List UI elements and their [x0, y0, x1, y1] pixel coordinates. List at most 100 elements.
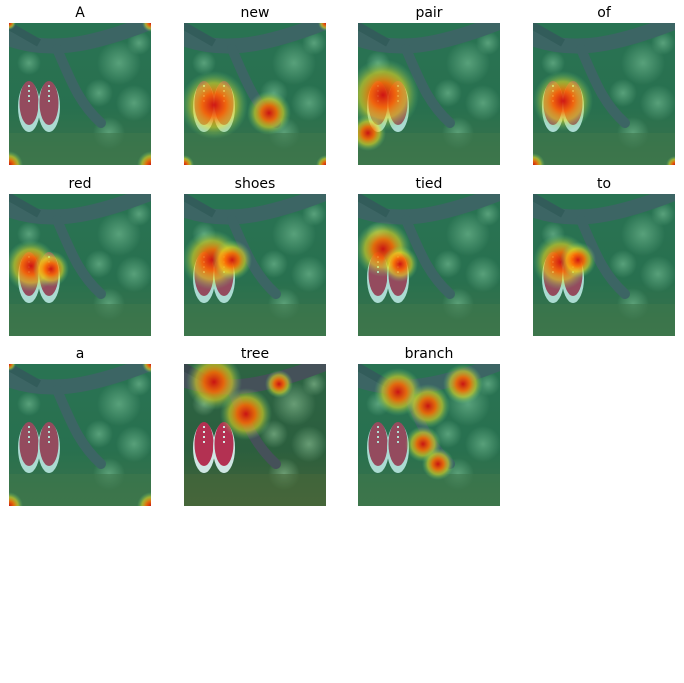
attention-heat — [9, 492, 23, 506]
branch — [52, 44, 106, 128]
attention-heat — [316, 155, 326, 165]
branch — [9, 23, 151, 54]
branch — [401, 44, 455, 128]
attention-heat — [33, 251, 69, 287]
shoe — [19, 81, 39, 125]
branch — [358, 23, 500, 54]
attention-heat — [533, 71, 593, 131]
bokeh — [302, 372, 326, 396]
panel-title: to — [597, 176, 611, 192]
attention-heat — [318, 23, 326, 31]
shoe — [368, 422, 388, 466]
panel-title: shoes — [235, 176, 276, 192]
bokeh — [127, 202, 151, 226]
grass — [9, 474, 151, 506]
branch — [184, 194, 326, 225]
bokeh — [272, 212, 316, 256]
branch — [533, 23, 565, 47]
attention-heat — [560, 242, 596, 278]
bokeh — [116, 256, 151, 292]
shoe — [194, 422, 214, 466]
bokeh — [609, 250, 637, 278]
bokeh — [446, 41, 490, 85]
attention-heat — [265, 370, 293, 398]
panel-title: tree — [241, 346, 269, 362]
attention-heat — [9, 23, 16, 30]
panel-title: A — [75, 5, 85, 21]
bokeh — [17, 51, 41, 75]
shoe — [39, 422, 59, 466]
attention-heat — [184, 155, 194, 165]
attention-panel — [533, 194, 675, 336]
branch — [184, 194, 216, 218]
branch — [533, 23, 675, 54]
bokeh — [17, 222, 41, 246]
panel-title: a — [76, 346, 85, 362]
attention-panel — [9, 194, 151, 336]
bokeh — [541, 51, 565, 75]
bokeh — [302, 31, 326, 55]
bokeh — [621, 212, 665, 256]
shoe — [19, 422, 39, 466]
bokeh — [651, 31, 675, 55]
branch — [52, 385, 106, 469]
bokeh — [434, 250, 462, 278]
attention-panel — [9, 364, 151, 506]
bokeh — [85, 420, 113, 448]
attention-heat — [184, 71, 248, 139]
attention-heat — [212, 240, 252, 280]
attention-heat — [382, 246, 418, 282]
bokeh — [651, 202, 675, 226]
bokeh — [465, 256, 500, 292]
panel-title: red — [69, 176, 92, 192]
bokeh — [260, 250, 288, 278]
attention-heat — [247, 91, 291, 135]
attention-tint — [9, 23, 151, 165]
bokeh — [97, 41, 141, 85]
panel-title: new — [241, 5, 270, 21]
grass — [184, 474, 326, 506]
grass — [533, 133, 675, 165]
attention-heat — [137, 492, 151, 506]
attention-panel — [358, 364, 500, 506]
attention-heat — [358, 59, 419, 131]
bokeh — [127, 372, 151, 396]
attention-heat — [137, 151, 151, 165]
grass — [9, 133, 151, 165]
branch — [358, 23, 390, 47]
attention-panel — [184, 364, 326, 506]
bokeh — [272, 41, 316, 85]
attention-heat — [533, 153, 545, 165]
bokeh — [446, 212, 490, 256]
panel-title: of — [597, 5, 612, 21]
attention-heat — [358, 115, 386, 151]
grass — [184, 304, 326, 336]
bokeh — [291, 85, 326, 121]
branch — [576, 44, 630, 128]
bokeh — [127, 31, 151, 55]
branch — [533, 194, 675, 225]
attention-heat — [9, 364, 16, 371]
branch — [9, 194, 41, 218]
attention-heat — [142, 23, 151, 32]
bokeh — [17, 392, 41, 416]
bokeh — [609, 79, 637, 107]
attention-tint — [9, 364, 151, 506]
attention-heat — [443, 364, 483, 404]
bokeh — [434, 79, 462, 107]
attention-panel — [184, 23, 326, 165]
bokeh — [291, 426, 326, 462]
branch — [576, 215, 630, 299]
panel-title: branch — [405, 346, 454, 362]
bokeh — [465, 426, 500, 462]
attention-panel — [358, 194, 500, 336]
bokeh — [85, 79, 113, 107]
branch — [184, 23, 216, 47]
bokeh — [302, 202, 326, 226]
panel-title: pair — [415, 5, 442, 21]
panel-title: tied — [416, 176, 443, 192]
branch — [533, 194, 565, 218]
bokeh — [97, 212, 141, 256]
bokeh — [621, 41, 665, 85]
bokeh — [116, 426, 151, 462]
